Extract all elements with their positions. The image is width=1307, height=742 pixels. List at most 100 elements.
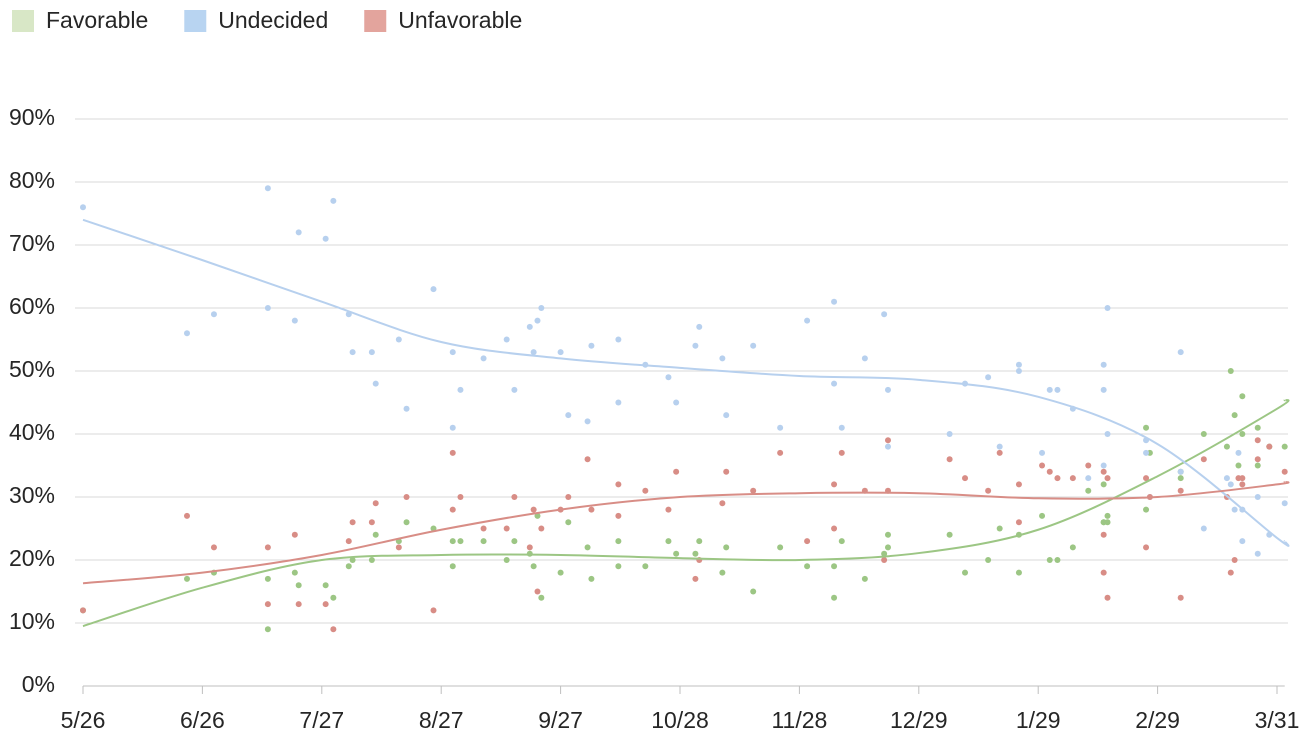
data-point [1069, 544, 1076, 551]
data-point [557, 349, 564, 356]
data-point [665, 374, 672, 381]
data-point [1143, 449, 1150, 456]
legend-label: Unfavorable [398, 7, 522, 33]
data-point [457, 538, 464, 545]
data-point [1104, 431, 1111, 437]
x-tick-label: 11/28 [771, 707, 827, 733]
data-point [557, 569, 564, 576]
data-point [1177, 468, 1184, 475]
data-point [534, 317, 541, 324]
data-point [996, 525, 1003, 532]
data-point [368, 519, 375, 526]
data-point [457, 494, 464, 500]
data-point [403, 494, 410, 500]
data-point [1100, 569, 1107, 576]
data-point [1046, 468, 1053, 475]
data-point [584, 456, 591, 463]
data-point [480, 525, 487, 532]
data-point [884, 437, 891, 444]
data-point [1054, 386, 1061, 393]
data-point [526, 544, 533, 551]
data-point [80, 607, 86, 614]
data-point [584, 544, 591, 551]
data-point [831, 298, 838, 305]
data-point [1100, 468, 1107, 475]
data-point [804, 563, 811, 570]
data-point [345, 538, 352, 545]
data-point [642, 487, 649, 494]
data-point [861, 575, 868, 582]
data-point [777, 449, 784, 456]
y-tick-label: 30% [9, 482, 55, 508]
data-point [1039, 462, 1046, 469]
data-point [1254, 550, 1261, 557]
data-point [372, 380, 379, 387]
data-point [449, 538, 456, 545]
data-point [1085, 487, 1092, 494]
data-point [884, 443, 891, 450]
data-point [264, 544, 271, 551]
data-point [403, 519, 410, 526]
data-point [1227, 569, 1234, 576]
data-point [372, 531, 379, 538]
data-point [1015, 481, 1022, 488]
data-point [1227, 481, 1234, 488]
data-point [750, 588, 757, 595]
data-point [538, 305, 545, 311]
data-point [449, 506, 456, 513]
data-point [946, 431, 953, 437]
data-point [449, 349, 456, 356]
y-tick-label: 90% [9, 104, 55, 130]
data-point [1200, 456, 1207, 463]
trend-line [82, 480, 1290, 585]
data-point [503, 336, 510, 343]
data-point [511, 494, 518, 500]
data-point [349, 349, 356, 356]
legend-label: Favorable [46, 7, 148, 33]
data-point [372, 500, 379, 507]
data-point [642, 563, 649, 570]
data-point [345, 563, 352, 570]
data-point [1015, 569, 1022, 576]
data-point [395, 336, 402, 343]
y-tick-label: 70% [9, 230, 55, 256]
data-point [291, 317, 298, 324]
y-tick-label: 20% [9, 545, 55, 571]
data-point [264, 575, 271, 582]
y-tick-label: 60% [9, 293, 55, 319]
data-point [291, 531, 298, 538]
data-point [264, 305, 271, 311]
x-tick-label: 1/29 [1016, 707, 1061, 733]
data-point [884, 531, 891, 538]
data-point [403, 405, 410, 412]
y-tick-label: 80% [9, 167, 55, 193]
data-point [503, 557, 510, 563]
data-point [395, 544, 402, 551]
data-point [1054, 475, 1061, 482]
data-point [996, 443, 1003, 450]
data-point [1231, 506, 1238, 513]
data-point [884, 544, 891, 551]
y-tick-label: 10% [9, 608, 55, 634]
data-point [565, 412, 572, 419]
data-point [1177, 594, 1184, 601]
data-point [1200, 431, 1207, 437]
data-point [291, 569, 298, 576]
x-tick-label: 10/28 [651, 707, 709, 733]
data-point [1069, 475, 1076, 482]
data-point [349, 557, 356, 563]
data-point [330, 626, 337, 633]
data-point [80, 204, 86, 211]
data-point [1239, 431, 1246, 437]
legend-swatch [184, 10, 207, 32]
data-point [588, 575, 595, 582]
data-point [1100, 481, 1107, 488]
data-point [295, 229, 302, 236]
y-tick-label: 0% [22, 671, 55, 697]
data-point [1100, 462, 1107, 469]
data-point [1239, 393, 1246, 400]
data-point [1177, 475, 1184, 482]
data-point [1104, 519, 1111, 526]
data-point [615, 481, 622, 488]
